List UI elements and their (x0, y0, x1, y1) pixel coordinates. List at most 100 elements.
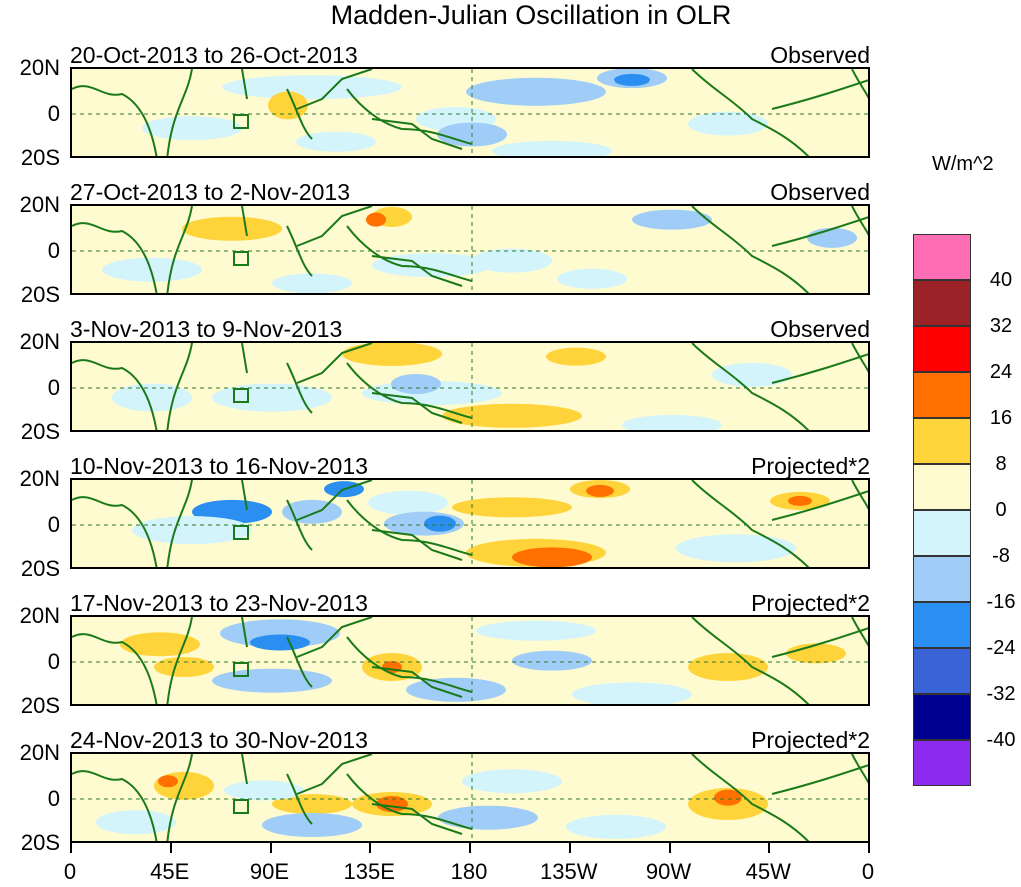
y-tick-label: 0 (47, 375, 60, 400)
coastline (72, 222, 158, 293)
x-tick-mark (369, 843, 372, 853)
coastline (166, 754, 193, 841)
coastline (346, 88, 473, 145)
colorbar-swatch (913, 372, 971, 418)
coastline (166, 343, 193, 430)
olr-map-svg (72, 617, 868, 704)
panel-type-label: Projected*2 (751, 590, 870, 616)
panel-date-range: 3-Nov-2013 to 9-Nov-2013 (70, 316, 343, 342)
anomaly-contour (586, 484, 614, 497)
x-tick-mark (668, 843, 671, 853)
region-box (233, 388, 249, 403)
y-tick-label: 0 (47, 649, 60, 674)
x-tick-mark (70, 843, 72, 853)
x-tick-label: 0 (63, 859, 77, 884)
coastline (286, 773, 313, 825)
coastline (166, 206, 193, 293)
x-tick-mark (169, 843, 172, 853)
anomaly-contour (557, 268, 627, 289)
colorbar-swatch (913, 234, 971, 280)
panel-date-range: 10-Nov-2013 to 16-Nov-2013 (70, 453, 368, 479)
panel-type-label: Observed (770, 42, 870, 68)
x-tick-label: 90E (249, 859, 290, 884)
anomaly-contour (372, 253, 492, 278)
region-box (233, 799, 249, 814)
anomaly-contour (406, 677, 506, 702)
y-tick-label: 20N (19, 603, 60, 628)
anomaly-contour (102, 257, 202, 282)
x-tick-label: 135W (540, 859, 598, 884)
anomaly-contour (442, 403, 582, 428)
coastline (771, 216, 868, 247)
y-tick-label: 0 (47, 238, 60, 263)
anomaly-contour (632, 209, 712, 230)
panel-date-range: 27-Oct-2013 to 2-Nov-2013 (70, 179, 350, 205)
panel-date-range: 17-Nov-2013 to 23-Nov-2013 (70, 590, 368, 616)
olr-map-panel (70, 341, 870, 432)
coastline (296, 754, 373, 795)
colorbar-swatch (913, 648, 971, 694)
coastline (166, 617, 193, 704)
x-tick-label: 90W (645, 859, 692, 884)
y-tick-label: 20S (20, 693, 60, 718)
coastline (296, 343, 373, 384)
coastline (296, 480, 373, 521)
y-tick-label: 0 (47, 786, 60, 811)
x-tick-mark (868, 843, 870, 853)
anomaly-contour (342, 343, 442, 366)
olr-map-panel (70, 615, 870, 706)
region-box (233, 525, 249, 540)
colorbar-swatch (913, 326, 971, 372)
x-tick-mark (568, 843, 571, 853)
olr-map-svg (72, 754, 868, 841)
coastline (346, 773, 473, 830)
coastline (771, 79, 868, 110)
panel-date-range: 24-Nov-2013 to 30-Nov-2013 (70, 727, 368, 753)
colorbar-label: 16 (989, 407, 1013, 429)
coastline (286, 499, 313, 551)
coastline (286, 636, 313, 688)
colorbar-swatch (913, 418, 971, 464)
anomaly-contour (424, 515, 456, 532)
anomaly-contour (96, 810, 176, 835)
anomaly-contour (452, 497, 572, 518)
x-tick-mark (269, 843, 272, 853)
coastline (241, 480, 248, 511)
olr-map-panel (70, 752, 870, 843)
region-box (233, 251, 249, 266)
anomaly-contour (268, 91, 308, 120)
coastline (771, 353, 868, 384)
colorbar-label: -32 (986, 683, 1016, 705)
coastline (851, 480, 868, 510)
coastline (371, 803, 463, 835)
coastline (296, 69, 373, 110)
coastline (296, 617, 373, 658)
x-tick-label: 135E (343, 859, 395, 884)
anomaly-contour (158, 775, 178, 788)
x-tick-mark (469, 843, 471, 853)
olr-map-panel (70, 478, 870, 569)
anomaly-contour (476, 620, 596, 641)
coastline (346, 636, 473, 693)
coastline (771, 764, 868, 795)
region-box (233, 114, 249, 129)
coastline (691, 206, 810, 293)
coastline (346, 225, 473, 282)
anomaly-contour (714, 789, 742, 806)
colorbar-label: -16 (986, 591, 1016, 613)
y-tick-label: 20N (19, 55, 60, 80)
x-tick-mark (768, 843, 771, 853)
olr-map-panel (70, 204, 870, 295)
anomaly-contour (688, 111, 768, 136)
coastline (286, 362, 313, 414)
coastline (72, 770, 158, 841)
anomaly-contour (220, 619, 340, 648)
anomaly-contour (182, 216, 282, 241)
coastline (241, 69, 248, 100)
coastline (371, 666, 463, 698)
y-tick-label: 20S (20, 556, 60, 581)
coastline (691, 754, 810, 841)
y-tick-label: 20N (19, 466, 60, 491)
coastline (241, 343, 248, 374)
coastline (286, 225, 313, 277)
